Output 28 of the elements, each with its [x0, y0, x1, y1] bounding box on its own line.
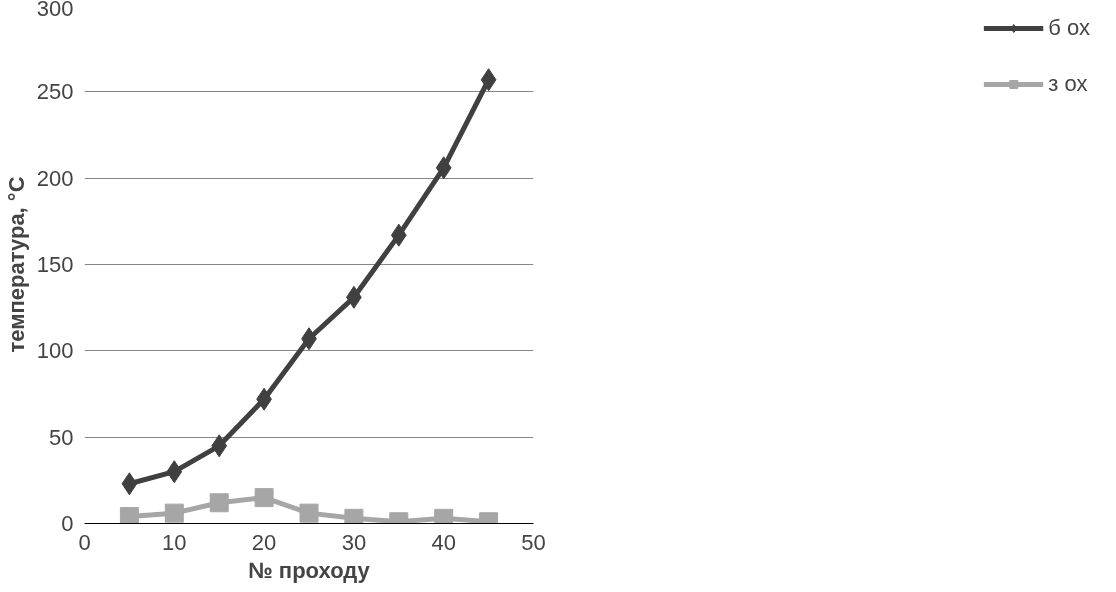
- x-tick-label: 10: [162, 529, 187, 555]
- y-tick-label: 100: [36, 338, 74, 364]
- point: [480, 68, 497, 92]
- y-tick-label: 0: [61, 511, 74, 536]
- point: [119, 507, 139, 524]
- point: [121, 472, 138, 496]
- legend-label: з ох: [1048, 71, 1088, 97]
- legend-label: б ох: [1048, 15, 1090, 41]
- point: [435, 156, 452, 180]
- x-tick-label: 20: [251, 529, 277, 555]
- point: [211, 434, 228, 458]
- x-tick-label: 40: [431, 529, 456, 555]
- point: [166, 460, 183, 484]
- point: [390, 223, 407, 247]
- x-tick-label: 0: [78, 529, 91, 555]
- x-tick-label: 30: [341, 529, 367, 555]
- y-tick-label: 200: [36, 165, 74, 191]
- y-tick-label: 300: [36, 0, 74, 21]
- x-tick-label: 50: [521, 529, 546, 555]
- y-axis-title: температура, °C: [3, 176, 29, 353]
- point: [254, 488, 274, 508]
- y-tick-label: 150: [36, 252, 74, 277]
- y-tick-label: 250: [36, 79, 74, 105]
- x-axis-title: № проходу: [248, 557, 371, 583]
- point: [299, 503, 319, 523]
- y-tick-label: 50: [49, 424, 74, 450]
- point: [164, 503, 184, 523]
- point: [209, 493, 229, 513]
